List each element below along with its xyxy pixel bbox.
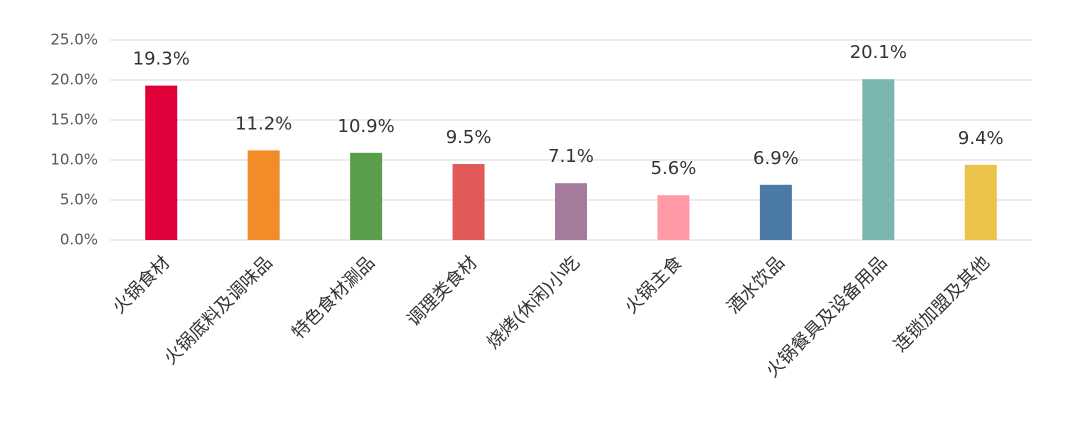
y-tick-label: 25.0% <box>50 31 98 49</box>
x-tick-label: 连锁加盟及其他 <box>890 252 994 356</box>
value-label: 20.1% <box>850 42 907 63</box>
x-tick-label: 火锅底料及调味品 <box>160 252 277 369</box>
y-tick-label: 5.0% <box>60 191 98 209</box>
y-tick-label: 10.0% <box>50 151 98 169</box>
x-tick-label: 烧烤(休闲)小吃 <box>483 252 584 353</box>
value-label: 9.4% <box>958 128 1004 149</box>
value-label: 7.1% <box>548 146 594 167</box>
value-label: 10.9% <box>338 116 395 137</box>
y-tick-label: 15.0% <box>50 111 98 129</box>
value-label: 11.2% <box>235 113 292 134</box>
x-tick-label: 酒水饮品 <box>723 252 789 318</box>
bar <box>964 164 997 240</box>
x-tick-label: 火锅食材 <box>109 252 175 318</box>
bar <box>452 164 485 240</box>
bar <box>145 85 178 240</box>
value-label: 9.5% <box>446 127 492 148</box>
x-tick-label: 调理类食材 <box>403 252 481 330</box>
y-tick-label: 0.0% <box>60 231 98 249</box>
bar <box>350 152 383 240</box>
x-tick-label: 火锅主食 <box>621 252 687 318</box>
value-label: 6.9% <box>753 148 799 169</box>
y-tick-label: 20.0% <box>50 71 98 89</box>
value-label: 5.6% <box>651 158 697 179</box>
value-label: 19.3% <box>133 49 190 70</box>
x-tick-label: 特色食材涮品 <box>288 252 379 343</box>
bar <box>247 150 280 240</box>
bar <box>657 195 690 240</box>
bar <box>862 79 895 240</box>
bar <box>759 184 792 240</box>
bar <box>555 183 587 240</box>
